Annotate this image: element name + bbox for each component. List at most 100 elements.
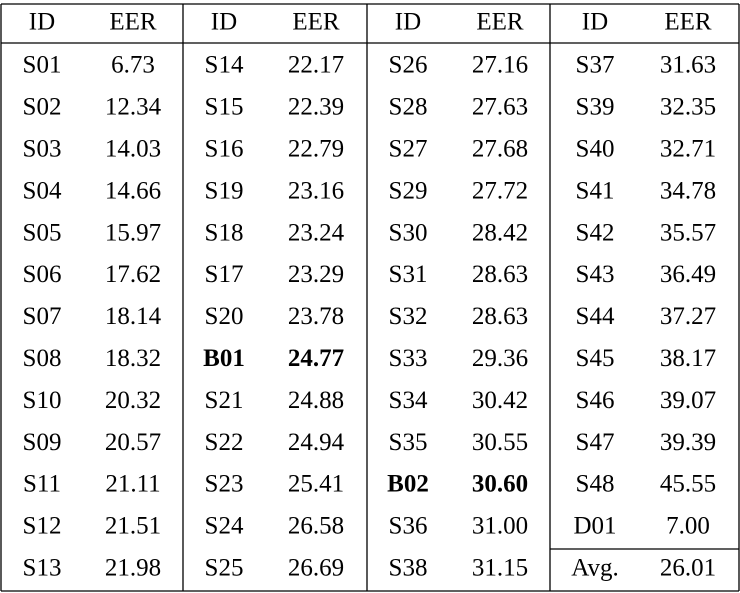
cell-text: 35.57 — [660, 219, 716, 246]
cell-text: 32.71 — [660, 136, 716, 163]
cell-text: 21.11 — [105, 471, 160, 498]
cell-text: 7.00 — [666, 513, 710, 540]
cell-text: S15 — [205, 94, 244, 121]
cell-text: 24.88 — [288, 387, 344, 414]
cell-text: S19 — [205, 177, 244, 204]
cell-text: EER — [109, 9, 157, 36]
cell-text: S03 — [23, 136, 62, 163]
cell-text: S42 — [576, 219, 615, 246]
cell-text: S38 — [389, 555, 428, 582]
cell-text: EER — [292, 9, 340, 36]
cell-text: S25 — [205, 555, 244, 582]
cell-text: 6.73 — [111, 52, 155, 79]
cell-text: S34 — [389, 387, 428, 414]
cell-text: S02 — [23, 94, 62, 121]
cell-text: 38.17 — [660, 345, 716, 372]
cell-text: B02 — [387, 471, 429, 498]
cell-text: 24.77 — [288, 345, 344, 372]
cell-text: ID — [29, 9, 55, 36]
cell-text: 14.66 — [105, 177, 161, 204]
cell-text: S45 — [576, 345, 615, 372]
cell-text: S43 — [576, 261, 615, 288]
cell-text: 17.62 — [105, 261, 161, 288]
cell-text: 21.98 — [105, 555, 161, 582]
cell-text: 30.42 — [472, 387, 528, 414]
cell-text: 12.34 — [105, 94, 162, 121]
cell-text: EER — [664, 9, 712, 36]
cell-text: S22 — [205, 429, 244, 456]
cell-text: 34.78 — [660, 177, 716, 204]
cell-text: S44 — [576, 303, 615, 330]
cell-text: D01 — [573, 513, 616, 540]
cell-text: 18.32 — [105, 345, 161, 372]
cell-text: 24.94 — [288, 429, 345, 456]
cell-text: S23 — [205, 471, 244, 498]
cell-text: 31.15 — [472, 555, 528, 582]
cell-text: S39 — [576, 94, 615, 121]
cell-text: S06 — [23, 261, 62, 288]
cell-text: 37.27 — [660, 303, 716, 330]
cell-text: 27.16 — [472, 52, 528, 79]
cell-text: ID — [582, 9, 608, 36]
cell-text: S27 — [389, 136, 428, 163]
cell-text: 45.55 — [660, 471, 716, 498]
cell-text: S28 — [389, 94, 428, 121]
cell-text: S12 — [23, 513, 62, 540]
cell-text: S32 — [389, 303, 428, 330]
cell-text: S07 — [23, 303, 62, 330]
cell-text: S47 — [576, 429, 615, 456]
cell-text: S08 — [23, 345, 62, 372]
cell-text: S16 — [205, 136, 244, 163]
cell-text: 15.97 — [105, 219, 161, 246]
cell-text: S05 — [23, 219, 62, 246]
cell-text: 28.42 — [472, 219, 528, 246]
cell-text: 23.16 — [288, 177, 344, 204]
cell-text: S35 — [389, 429, 428, 456]
cell-text: S48 — [576, 471, 615, 498]
cell-text: S14 — [205, 52, 244, 79]
cell-text: 39.07 — [660, 387, 716, 414]
cell-text: 30.60 — [472, 471, 528, 498]
cell-text: 26.01 — [660, 555, 716, 582]
cell-text: S10 — [23, 387, 62, 414]
cell-text: S11 — [23, 471, 61, 498]
cell-text: 18.14 — [105, 303, 162, 330]
cell-text: S41 — [576, 177, 615, 204]
cell-text: S20 — [205, 303, 244, 330]
cell-text: S09 — [23, 429, 62, 456]
cell-text: 23.24 — [288, 219, 345, 246]
cell-text: S40 — [576, 136, 615, 163]
cell-text: S26 — [389, 52, 428, 79]
cell-text: S33 — [389, 345, 428, 372]
cell-text: 22.79 — [288, 136, 344, 163]
cell-text: S36 — [389, 513, 428, 540]
cell-text: 27.68 — [472, 136, 528, 163]
cell-text: 27.63 — [472, 94, 528, 121]
cell-text: 29.36 — [472, 345, 528, 372]
cell-text: S13 — [23, 555, 62, 582]
cell-text: 22.17 — [288, 52, 344, 79]
cell-text: 28.63 — [472, 261, 528, 288]
cell-text: ID — [211, 9, 237, 36]
cell-text: S30 — [389, 219, 428, 246]
cell-text: ID — [395, 9, 421, 36]
cell-text: 36.49 — [660, 261, 716, 288]
cell-text: S21 — [205, 387, 244, 414]
cell-text: Avg. — [571, 555, 618, 582]
cell-text: S46 — [576, 387, 615, 414]
cell-text: 14.03 — [105, 136, 161, 163]
cell-text: S18 — [205, 219, 244, 246]
cell-text: S37 — [576, 52, 615, 79]
cell-text: S29 — [389, 177, 428, 204]
cell-text: 20.32 — [105, 387, 161, 414]
cell-text: S24 — [205, 513, 244, 540]
cell-text: 28.63 — [472, 303, 528, 330]
cell-text: EER — [476, 9, 524, 36]
cell-text: S17 — [205, 261, 244, 288]
cell-text: S01 — [23, 52, 62, 79]
cell-text: 31.63 — [660, 52, 716, 79]
cell-text: 26.58 — [288, 513, 344, 540]
cell-text: 30.55 — [472, 429, 528, 456]
cell-text: B01 — [203, 345, 245, 372]
